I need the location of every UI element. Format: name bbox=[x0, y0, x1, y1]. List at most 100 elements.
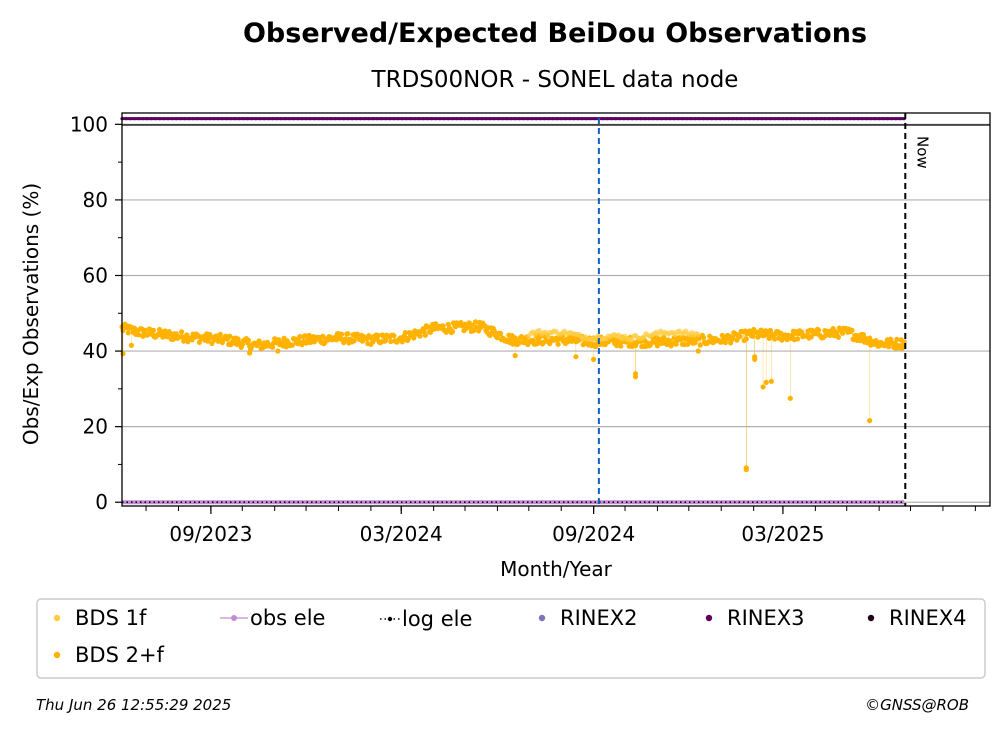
bds-2f-point bbox=[510, 341, 516, 347]
rinex3-point bbox=[199, 117, 204, 121]
rinex3-point bbox=[743, 117, 747, 121]
rinex3-point bbox=[726, 117, 731, 121]
bds-2f-point bbox=[217, 331, 223, 337]
rinex3-point bbox=[747, 117, 752, 121]
rinex3-point bbox=[484, 117, 488, 121]
rinex3-point bbox=[291, 117, 296, 121]
bds-2f-point bbox=[894, 336, 900, 342]
rinex3-point bbox=[496, 117, 501, 121]
rinex3-point bbox=[718, 117, 722, 121]
x-tick-label: 09/2023 bbox=[169, 522, 252, 546]
rinex3-point bbox=[229, 117, 233, 121]
rinex3-point bbox=[241, 117, 245, 121]
bds-2f-point bbox=[339, 331, 345, 337]
bds-2f-point bbox=[886, 344, 892, 350]
rinex3-point bbox=[760, 117, 764, 121]
bds-2f-point bbox=[388, 338, 394, 345]
rinex3-point bbox=[208, 117, 212, 121]
legend-marker bbox=[231, 615, 237, 621]
rinex3-point bbox=[459, 117, 463, 121]
rinex3-point bbox=[731, 117, 735, 121]
rinex3-point bbox=[287, 117, 291, 121]
bds-2f-outlier bbox=[275, 348, 281, 354]
bds-2f-point bbox=[209, 340, 215, 346]
bds-2f-point bbox=[839, 330, 846, 336]
y-tick-label: 0 bbox=[95, 490, 108, 514]
bds-2f-point bbox=[555, 341, 561, 347]
legend-box bbox=[36, 598, 986, 679]
rinex3-point bbox=[329, 117, 333, 121]
rinex3-point bbox=[304, 117, 308, 121]
rinex3-point bbox=[220, 117, 224, 121]
rinex3-point bbox=[647, 117, 651, 121]
bds-2f-point bbox=[382, 338, 389, 344]
plot-frame bbox=[121, 112, 991, 507]
bds-2f-point bbox=[498, 330, 504, 337]
data-series bbox=[119, 117, 907, 505]
legend-marker bbox=[53, 614, 61, 622]
rinex3-point bbox=[337, 117, 342, 121]
legend: BDS 1f obs ele log ele RINEX2 RINEX3 RINEX4 BD… bbox=[53, 606, 967, 667]
rinex3-point bbox=[283, 117, 287, 121]
rinex3-point bbox=[158, 117, 162, 121]
rinex3-point bbox=[471, 117, 475, 121]
bds-2f-point bbox=[289, 342, 296, 348]
grid-lines bbox=[122, 123, 990, 503]
rinex3-point bbox=[450, 117, 455, 121]
bds-2f-outlier bbox=[763, 379, 769, 385]
rinex3-point bbox=[170, 117, 174, 121]
rinex3-point bbox=[752, 117, 756, 121]
rinex3-point bbox=[890, 117, 894, 121]
rinex3-point bbox=[534, 117, 538, 121]
rinex3-point bbox=[124, 117, 128, 121]
legend-label: RINEX4 bbox=[889, 606, 967, 630]
rinex3-point bbox=[346, 117, 350, 121]
bds-2f-outlier bbox=[128, 342, 134, 348]
bds-2f-point bbox=[345, 331, 351, 337]
rinex3-point bbox=[333, 117, 337, 121]
rinex3-point bbox=[388, 117, 392, 121]
rinex3-point bbox=[818, 117, 823, 121]
rinex3-point bbox=[551, 117, 555, 121]
rinex3-point bbox=[132, 117, 137, 121]
rinex3-point bbox=[308, 117, 312, 121]
rinex3-point bbox=[772, 117, 777, 121]
chart-subtitle: TRDS00NOR - SONEL data node bbox=[371, 67, 739, 93]
rinex3-point bbox=[864, 117, 869, 121]
rinex3-point bbox=[672, 117, 676, 121]
rinex3-point bbox=[149, 117, 153, 121]
bds-2f-point bbox=[737, 334, 743, 340]
rinex3-point bbox=[869, 117, 873, 121]
rinex3-point bbox=[442, 117, 446, 121]
bds-2f-point bbox=[799, 329, 805, 335]
rinex3-point bbox=[831, 117, 835, 121]
footer-timestamp: Thu Jun 26 12:55:29 2025 bbox=[36, 696, 231, 714]
rinex3-point bbox=[601, 117, 605, 121]
rinex3-point bbox=[785, 117, 789, 121]
bds-2f-point bbox=[469, 322, 475, 328]
rinex3-point bbox=[626, 117, 630, 121]
rinex3-point bbox=[262, 117, 266, 121]
rinex3-point bbox=[396, 117, 400, 121]
bds-2f-outlier bbox=[695, 348, 701, 354]
rinex3-point bbox=[877, 117, 881, 121]
rinex3-point bbox=[258, 117, 262, 121]
bds-2f-outlier bbox=[120, 351, 126, 357]
rinex3-point bbox=[204, 117, 208, 121]
rinex3-point bbox=[383, 117, 388, 121]
bds-2f-outlier bbox=[632, 374, 639, 380]
legend-marker bbox=[387, 616, 393, 622]
bds-2f-outlier bbox=[752, 356, 758, 362]
bds-2f-point bbox=[136, 332, 142, 338]
x-axis-label: Month/Year bbox=[500, 557, 613, 581]
chart-title: Observed/Expected BeiDou Observations bbox=[243, 18, 867, 49]
bds-2f-outlier bbox=[768, 378, 775, 384]
rinex3-point bbox=[409, 117, 413, 121]
rinex3-point bbox=[325, 117, 329, 121]
rinex3-point bbox=[392, 117, 396, 121]
rinex3-point bbox=[676, 117, 680, 121]
rinex3-point bbox=[421, 117, 425, 121]
y-tick-label: 60 bbox=[83, 263, 108, 287]
rinex3-point bbox=[588, 117, 593, 121]
